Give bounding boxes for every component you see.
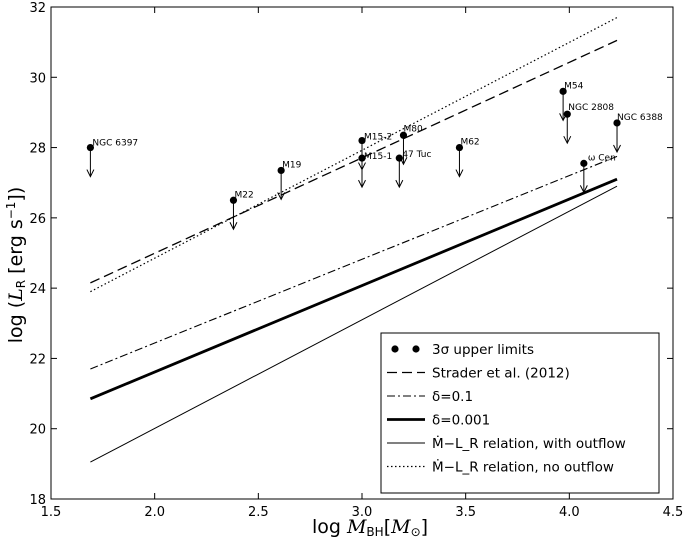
legend: 3σ upper limits Strader et al. (2012) δ=0.… bbox=[380, 332, 660, 494]
point-marker bbox=[277, 166, 285, 175]
point-marker bbox=[559, 87, 567, 95]
series-line-2 bbox=[89, 177, 618, 401]
y-tick-label: 18 bbox=[29, 493, 46, 508]
point-1: M22 bbox=[229, 190, 254, 231]
legend-item-0: 3σ upper limits bbox=[391, 342, 534, 358]
y-tick-label: 22 bbox=[29, 352, 46, 367]
legend-item-3: δ=0.001 bbox=[387, 413, 490, 429]
point-label: M80 bbox=[403, 124, 422, 134]
x-tick-label: 2.0 bbox=[144, 505, 165, 520]
upper-limit-arrow-head bbox=[579, 185, 588, 194]
y-tick-label: 32 bbox=[29, 1, 46, 16]
axis-ticks: 1.5 2.0 2.5 3.0 3.5 4.0 4.5 18 20 22 24 26 28 30 32 bbox=[29, 1, 683, 520]
x-tick-label: 4.0 bbox=[559, 505, 580, 520]
legend-label: Strader et al. (2012) bbox=[432, 366, 570, 382]
y-axis-title: log (LR [erg s−1]) bbox=[4, 187, 28, 344]
point-label: M62 bbox=[460, 138, 479, 148]
point-label: NGC 6388 bbox=[617, 113, 663, 123]
x-tick-label: 2.5 bbox=[248, 505, 269, 520]
legend-label: Ṁ−L_R relation, no outflow bbox=[432, 458, 614, 476]
legend-marker bbox=[391, 345, 399, 353]
point-9: NGC 2808 bbox=[563, 103, 614, 145]
point-marker bbox=[395, 154, 403, 162]
upper-limit-arrow-head bbox=[395, 179, 404, 189]
series-line-3 bbox=[90, 185, 618, 463]
series-line-4 bbox=[90, 17, 618, 293]
legend-label: Ṁ−L_R relation, with outflow bbox=[432, 434, 626, 452]
legend-label: δ=0.1 bbox=[432, 389, 473, 405]
point-3: M15-2 bbox=[358, 133, 392, 171]
point-label: M15-1 bbox=[364, 152, 392, 162]
legend-item-5: Ṁ−L_R relation, no outflow bbox=[387, 458, 614, 476]
point-marker bbox=[399, 131, 408, 139]
y-tick-label: 24 bbox=[29, 282, 46, 297]
point-2: M19 bbox=[277, 160, 302, 201]
legend-marker bbox=[412, 345, 420, 353]
legend-item-1: Strader et al. (2012) bbox=[387, 366, 570, 382]
data-points: NGC 6397 M22 M19 M15-2 M15-1 M80 47 Tuc M62 M54 N… bbox=[86, 81, 663, 231]
x-tick-label: 1.5 bbox=[41, 505, 62, 520]
point-label: NGC 6397 bbox=[92, 139, 138, 149]
series-lines bbox=[89, 17, 618, 463]
point-0: NGC 6397 bbox=[86, 139, 138, 178]
y-tick-label: 28 bbox=[29, 142, 46, 157]
legend-label: 3σ upper limits bbox=[432, 342, 534, 358]
y-tick-label: 20 bbox=[29, 423, 46, 438]
point-marker bbox=[563, 110, 571, 118]
upper-limit-arrow-head bbox=[358, 179, 366, 189]
point-6: 47 Tuc bbox=[395, 150, 431, 189]
y-tick-label: 30 bbox=[29, 71, 46, 86]
point-label: M19 bbox=[282, 160, 301, 170]
point-label: ω Cen bbox=[588, 153, 616, 163]
point-marker bbox=[358, 136, 366, 145]
upper-limit-arrow-head bbox=[229, 222, 238, 231]
legend-label: δ=0.001 bbox=[432, 413, 490, 429]
point-marker bbox=[358, 154, 366, 162]
point-marker bbox=[613, 119, 621, 127]
x-axis-title: log MBH[M⊙] bbox=[312, 516, 428, 539]
point-8: M54 bbox=[559, 81, 584, 122]
point-11: ω Cen bbox=[579, 153, 616, 194]
upper-limit-arrow-head bbox=[86, 169, 95, 178]
point-marker bbox=[229, 196, 238, 204]
x-tick-label: 3.5 bbox=[455, 505, 476, 520]
upper-limit-arrow-head bbox=[563, 135, 572, 145]
point-label: M22 bbox=[234, 190, 253, 200]
series-line-1 bbox=[90, 155, 618, 370]
upper-limit-arrow-head bbox=[455, 169, 464, 178]
point-marker bbox=[86, 143, 94, 152]
legend-box bbox=[380, 332, 660, 494]
upper-limit-arrow-head bbox=[277, 192, 286, 201]
point-10: NGC 6388 bbox=[613, 113, 663, 154]
legend-item-4: Ṁ−L_R relation, with outflow bbox=[387, 434, 626, 452]
point-marker bbox=[580, 159, 588, 167]
point-4: M15-1 bbox=[358, 152, 392, 189]
point-label: M15-2 bbox=[364, 133, 392, 143]
x-tick-label: 4.5 bbox=[663, 505, 683, 520]
upper-limit-arrow-head bbox=[613, 144, 621, 154]
point-7: M62 bbox=[455, 138, 480, 178]
series-line-0 bbox=[90, 39, 618, 284]
legend-item-2: δ=0.1 bbox=[387, 389, 473, 405]
x-tick-label: 3.0 bbox=[352, 505, 373, 520]
point-marker bbox=[455, 143, 464, 152]
point-label: M54 bbox=[564, 81, 583, 91]
y-tick-label: 26 bbox=[29, 212, 46, 227]
point-label: NGC 2808 bbox=[568, 103, 614, 113]
point-label: 47 Tuc bbox=[402, 150, 431, 160]
